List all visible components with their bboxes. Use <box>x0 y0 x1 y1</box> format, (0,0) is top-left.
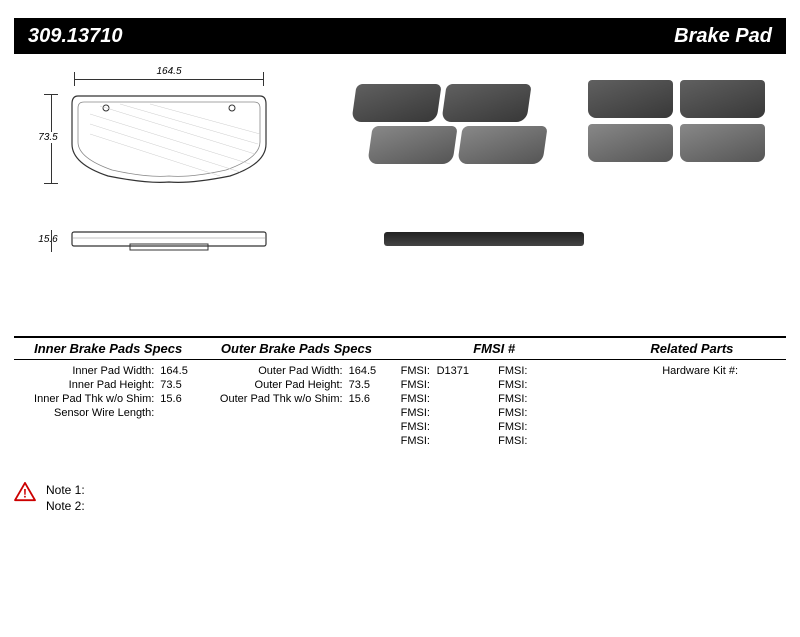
spec-value: 73.5 <box>349 379 385 391</box>
fmsi-row: FMSI: <box>494 434 592 448</box>
spec-value <box>160 407 196 419</box>
dimension-width-value: 164.5 <box>149 66 189 77</box>
pad-face-drawing <box>70 94 268 184</box>
outer-specs-title: Outer Brake Pads Specs <box>202 336 390 360</box>
spec-row: Outer Pad Width:164.5 <box>208 364 384 378</box>
fmsi-key: FMSI: <box>401 379 437 391</box>
spec-label: Inner Pad Width: <box>20 365 160 377</box>
fmsi-row: FMSI:D1371 <box>397 364 495 378</box>
fmsi-key: FMSI: <box>498 393 534 405</box>
spec-row: Outer Pad Thk w/o Shim:15.6 <box>208 392 384 406</box>
note-1-label: Note 1: <box>46 483 85 497</box>
fmsi-key: FMSI: <box>498 421 534 433</box>
image-area: 164.5 73.5 <box>14 60 786 330</box>
spec-row: Hardware Kit #: <box>604 364 780 378</box>
product-type: Brake Pad <box>674 25 772 48</box>
fmsi-key: FMSI: <box>401 421 437 433</box>
spec-row: Inner Pad Width:164.5 <box>20 364 196 378</box>
related-parts-body: Hardware Kit #: <box>598 360 786 382</box>
product-photos <box>314 60 786 330</box>
fmsi-row: FMSI: <box>494 420 592 434</box>
fmsi-key: FMSI: <box>401 407 437 419</box>
page-header: 309.13710 Brake Pad <box>14 18 786 54</box>
dimension-thickness: 15.6 <box>42 230 60 252</box>
fmsi-row: FMSI: <box>494 392 592 406</box>
spec-value: 73.5 <box>160 379 196 391</box>
spec-value <box>744 365 780 377</box>
spec-label: Sensor Wire Length: <box>20 407 160 419</box>
pad-photo <box>588 80 673 118</box>
spec-row: Outer Pad Height:73.5 <box>208 378 384 392</box>
fmsi-key: FMSI: <box>401 393 437 405</box>
note-2-label: Note 2: <box>46 499 85 513</box>
pad-photo <box>588 124 673 162</box>
dimension-height-value: 73.5 <box>34 132 62 143</box>
inner-specs-column: Inner Brake Pads Specs Inner Pad Width:1… <box>14 336 202 452</box>
spec-value: 15.6 <box>349 393 385 405</box>
related-parts-column: Related Parts Hardware Kit #: <box>598 336 786 452</box>
fmsi-key: FMSI: <box>498 435 534 447</box>
pad-photo <box>457 126 547 164</box>
fmsi-row: FMSI: <box>397 392 495 406</box>
fmsi-row: FMSI: <box>494 406 592 420</box>
note-1: Note 1: <box>46 482 85 498</box>
spec-row: Inner Pad Height:73.5 <box>20 378 196 392</box>
part-number: 309.13710 <box>28 25 123 48</box>
dimension-thickness-value: 15.6 <box>34 234 62 245</box>
inner-specs-title: Inner Brake Pads Specs <box>14 336 202 360</box>
svg-text:!: ! <box>23 486 27 500</box>
fmsi-key: FMSI: <box>498 379 534 391</box>
spec-label: Outer Pad Height: <box>208 379 348 391</box>
spec-label: Outer Pad Width: <box>208 365 348 377</box>
pad-edge-photo <box>384 232 584 246</box>
fmsi-column: FMSI # FMSI:D1371FMSI:FMSI:FMSI:FMSI:FMS… <box>391 336 598 452</box>
fmsi-value: D1371 <box>437 365 469 377</box>
pad-photo <box>441 84 531 122</box>
spec-label: Inner Pad Thk w/o Shim: <box>20 393 160 405</box>
fmsi-key: FMSI: <box>401 435 437 447</box>
fmsi-title: FMSI # <box>391 336 598 360</box>
notes-section: ! Note 1: Note 2: <box>14 482 786 514</box>
dimension-width: 164.5 <box>74 70 264 88</box>
spec-label: Outer Pad Thk w/o Shim: <box>208 393 348 405</box>
pad-edge-drawing <box>70 230 268 252</box>
outer-specs-column: Outer Brake Pads Specs Outer Pad Width:1… <box>202 336 390 452</box>
technical-diagram: 164.5 73.5 <box>14 60 314 330</box>
spec-row: Sensor Wire Length: <box>20 406 196 420</box>
spec-value: 15.6 <box>160 393 196 405</box>
specs-table: Inner Brake Pads Specs Inner Pad Width:1… <box>14 336 786 452</box>
fmsi-row: FMSI: <box>397 420 495 434</box>
fmsi-row: FMSI: <box>397 378 495 392</box>
inner-specs-body: Inner Pad Width:164.5Inner Pad Height:73… <box>14 360 202 424</box>
fmsi-key: FMSI: <box>401 365 437 377</box>
spec-label: Inner Pad Height: <box>20 379 160 391</box>
spec-value: 164.5 <box>160 365 196 377</box>
pad-photo <box>367 126 457 164</box>
fmsi-key: FMSI: <box>498 407 534 419</box>
related-parts-title: Related Parts <box>598 336 786 360</box>
pad-photo <box>680 80 765 118</box>
dimension-height: 73.5 <box>42 94 60 184</box>
outer-specs-body: Outer Pad Width:164.5Outer Pad Height:73… <box>202 360 390 410</box>
fmsi-row: FMSI: <box>494 378 592 392</box>
fmsi-body: FMSI:D1371FMSI:FMSI:FMSI:FMSI:FMSI: FMSI… <box>391 360 598 452</box>
fmsi-row: FMSI: <box>397 406 495 420</box>
pad-photo <box>680 124 765 162</box>
fmsi-row: FMSI: <box>397 434 495 448</box>
fmsi-row: FMSI: <box>494 364 592 378</box>
spec-value: 164.5 <box>349 365 385 377</box>
fmsi-key: FMSI: <box>498 365 534 377</box>
spec-label: Hardware Kit #: <box>604 365 744 377</box>
pad-photo <box>351 84 441 122</box>
warning-icon: ! <box>14 482 36 502</box>
note-2: Note 2: <box>46 498 85 514</box>
spec-row: Inner Pad Thk w/o Shim:15.6 <box>20 392 196 406</box>
